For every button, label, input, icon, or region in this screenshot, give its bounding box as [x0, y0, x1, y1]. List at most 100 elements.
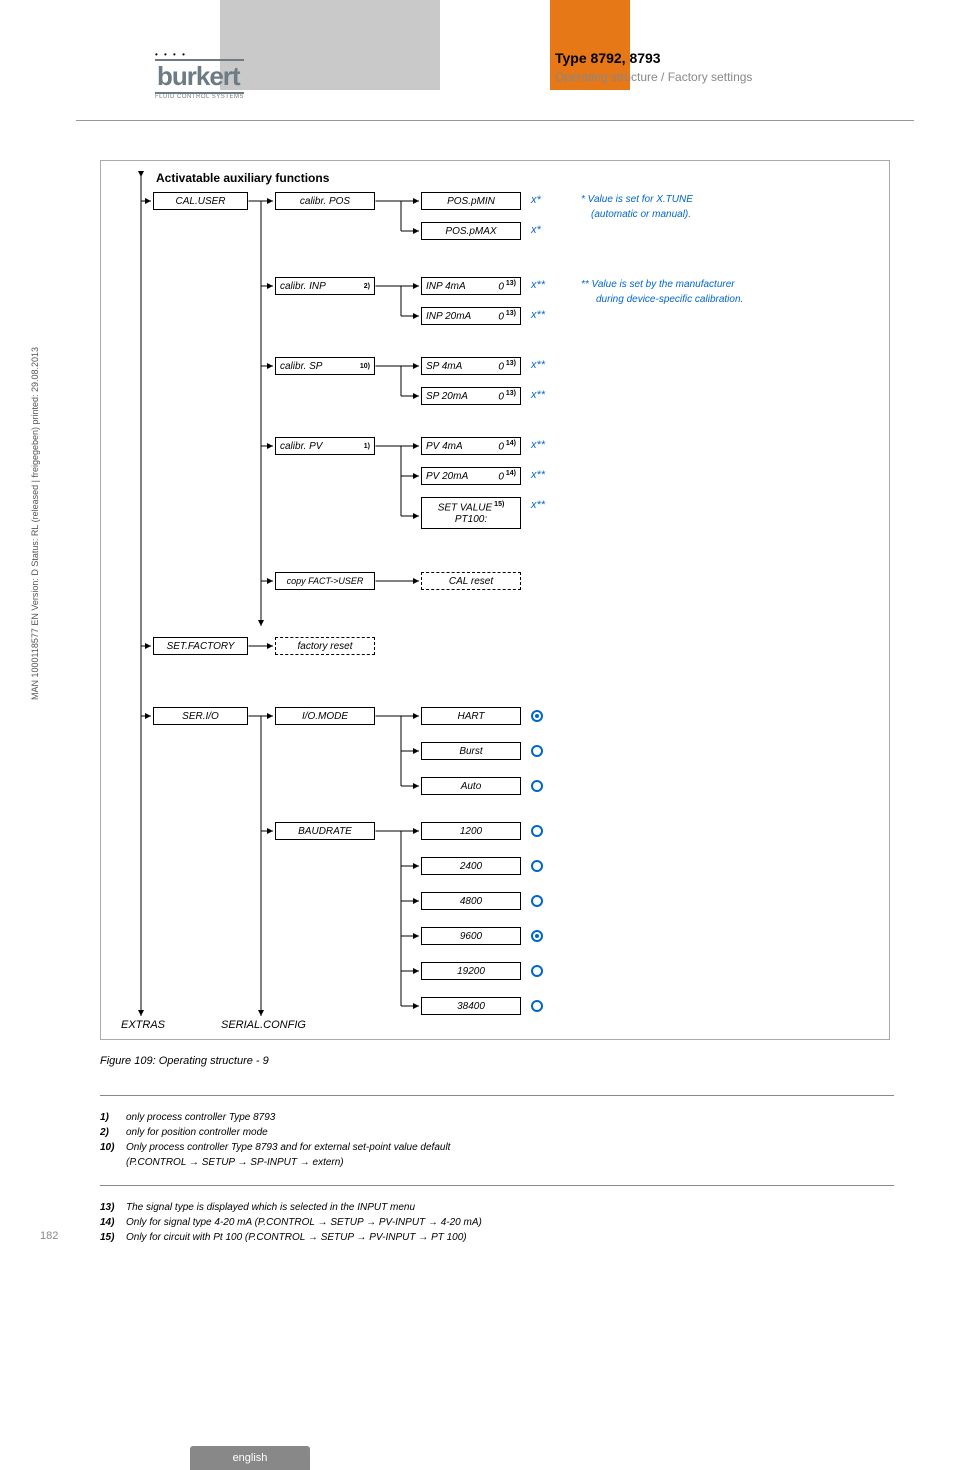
set-value-sup: 15) — [494, 501, 504, 508]
set-value-text: SET VALUE — [438, 503, 492, 514]
xmark-inp-20ma: x** — [531, 309, 545, 321]
copy-fact-box: copy FACT->USER — [275, 572, 375, 590]
inp-20ma-v: 0 — [498, 311, 504, 322]
factory-reset-box: factory reset — [275, 637, 375, 655]
pv-20ma-sup: 14) — [506, 470, 516, 477]
pos-pmax-box: POS.pMAX — [421, 222, 521, 240]
inp-20ma-text: INP 20mA — [426, 311, 471, 322]
calibr-pv-sup: 1) — [364, 443, 370, 450]
radio-9600[interactable] — [531, 930, 543, 942]
inp-4ma-text: INP 4mA — [426, 281, 466, 292]
xmark-pv-20ma: x** — [531, 469, 545, 481]
type-line: Type 8792, 8793 — [555, 50, 752, 66]
pt100-text: PT100: — [455, 514, 487, 525]
logo: • • • • burkert FLUID CONTROL SYSTEMS — [155, 50, 244, 100]
b19200-box: 19200 — [421, 962, 521, 980]
fn10: Only process controller Type 8793 and fo… — [126, 1142, 450, 1153]
figure-caption: Figure 109: Operating structure - 9 — [100, 1055, 269, 1067]
logo-tag: FLUID CONTROL SYSTEMS — [155, 94, 244, 100]
fn1: only process controller Type 8793 — [126, 1112, 275, 1123]
calibr-sp-text: calibr. SP — [280, 361, 322, 372]
title-block: Type 8792, 8793 Operating structure / Fa… — [555, 50, 752, 84]
radio-hart[interactable] — [531, 710, 543, 722]
calibr-pv-text: calibr. PV — [280, 441, 322, 452]
hart-box: HART — [421, 707, 521, 725]
annot-1b: (automatic or manual). — [591, 209, 691, 220]
calibr-pos-box: calibr. POS — [275, 192, 375, 210]
b4800-box: 4800 — [421, 892, 521, 910]
b9600-box: 9600 — [421, 927, 521, 945]
sp-4ma-box: SP 4mA 013) — [421, 357, 521, 375]
fn13: The signal type is displayed which is se… — [126, 1202, 415, 1213]
set-value-box: SET VALUE15) PT100: — [421, 497, 521, 529]
b1200-box: 1200 — [421, 822, 521, 840]
baudrate-box: BAUDRATE — [275, 822, 375, 840]
fn15-n: 15) — [100, 1230, 126, 1245]
annot-1a: * Value is set for X.TUNE — [581, 194, 693, 205]
fn14: Only for signal type 4-20 mA (P.CONTROL … — [126, 1217, 482, 1228]
radio-1200[interactable] — [531, 825, 543, 837]
fn2: only for position controller mode — [126, 1127, 268, 1138]
auto-box: Auto — [421, 777, 521, 795]
header-divider — [76, 120, 914, 121]
xmark-pos-pmax: x* — [531, 224, 541, 236]
b38400-box: 38400 — [421, 997, 521, 1015]
extras-label: EXTRAS — [121, 1019, 165, 1031]
sp-4ma-v: 0 — [498, 361, 504, 372]
pos-pmin-box: POS.pMIN — [421, 192, 521, 210]
xmark-sp-20ma: x** — [531, 389, 545, 401]
fn2-n: 2) — [100, 1125, 126, 1140]
calibr-inp-text: calibr. INP — [280, 281, 326, 292]
pv-4ma-sup: 14) — [506, 440, 516, 447]
diagram-panel: Activatable auxiliary functions CAL.USER… — [100, 160, 890, 1040]
inp-20ma-sup: 13) — [506, 310, 516, 317]
page-number: 182 — [40, 1230, 58, 1242]
set-factory-box: SET.FACTORY — [153, 637, 248, 655]
fn14-n: 14) — [100, 1215, 126, 1230]
footnotes-block-1: 1)only process controller Type 8793 2)on… — [100, 1110, 450, 1170]
fn10-n: 10) — [100, 1140, 126, 1155]
logo-name: burkert — [155, 59, 244, 94]
xmark-pos-pmin: x* — [531, 194, 541, 206]
calibr-pv-box: calibr. PV 1) — [275, 437, 375, 455]
fn13-n: 13) — [100, 1200, 126, 1215]
radio-4800[interactable] — [531, 895, 543, 907]
calibr-sp-sup: 10) — [360, 363, 370, 370]
radio-burst[interactable] — [531, 745, 543, 757]
header: • • • • burkert FLUID CONTROL SYSTEMS Ty… — [0, 0, 954, 120]
inp-20ma-box: INP 20mA 013) — [421, 307, 521, 325]
pv-4ma-text: PV 4mA — [426, 441, 463, 452]
io-mode-box: I/O.MODE — [275, 707, 375, 725]
xmark-inp-4ma: x** — [531, 279, 545, 291]
calibr-inp-box: calibr. INP 2) — [275, 277, 375, 295]
pv-20ma-text: PV 20mA — [426, 471, 468, 482]
xmark-set-value: x** — [531, 499, 545, 511]
footnotes-block-2: 13)The signal type is displayed which is… — [100, 1200, 482, 1245]
pv-4ma-box: PV 4mA 014) — [421, 437, 521, 455]
cal-user-box: CAL.USER — [153, 192, 248, 210]
radio-2400[interactable] — [531, 860, 543, 872]
serial-config-label: SERIAL.CONFIG — [221, 1019, 306, 1031]
gray-band — [220, 0, 440, 90]
radio-auto[interactable] — [531, 780, 543, 792]
logo-dots: • • • • — [155, 50, 244, 59]
subtitle: Operating structure / Factory settings — [555, 70, 752, 84]
b2400-box: 2400 — [421, 857, 521, 875]
sp-20ma-text: SP 20mA — [426, 391, 468, 402]
footnote-rule-1 — [100, 1095, 894, 1096]
calibr-inp-sup: 2) — [364, 283, 370, 290]
ser-io-box: SER.I/O — [153, 707, 248, 725]
sp-20ma-box: SP 20mA 013) — [421, 387, 521, 405]
burst-box: Burst — [421, 742, 521, 760]
radio-19200[interactable] — [531, 965, 543, 977]
radio-38400[interactable] — [531, 1000, 543, 1012]
sp-20ma-v: 0 — [498, 391, 504, 402]
pv-20ma-v: 0 — [498, 471, 504, 482]
fn10b: (P.CONTROL → SETUP → SP-INPUT → extern) — [126, 1157, 344, 1168]
cal-reset-box: CAL reset — [421, 572, 521, 590]
sp-20ma-sup: 13) — [506, 390, 516, 397]
pv-4ma-v: 0 — [498, 441, 504, 452]
inp-4ma-v: 0 — [498, 281, 504, 292]
fn15: Only for circuit with Pt 100 (P.CONTROL … — [126, 1232, 467, 1243]
side-text: MAN 1000118577 EN Version: D Status: RL … — [30, 347, 40, 700]
